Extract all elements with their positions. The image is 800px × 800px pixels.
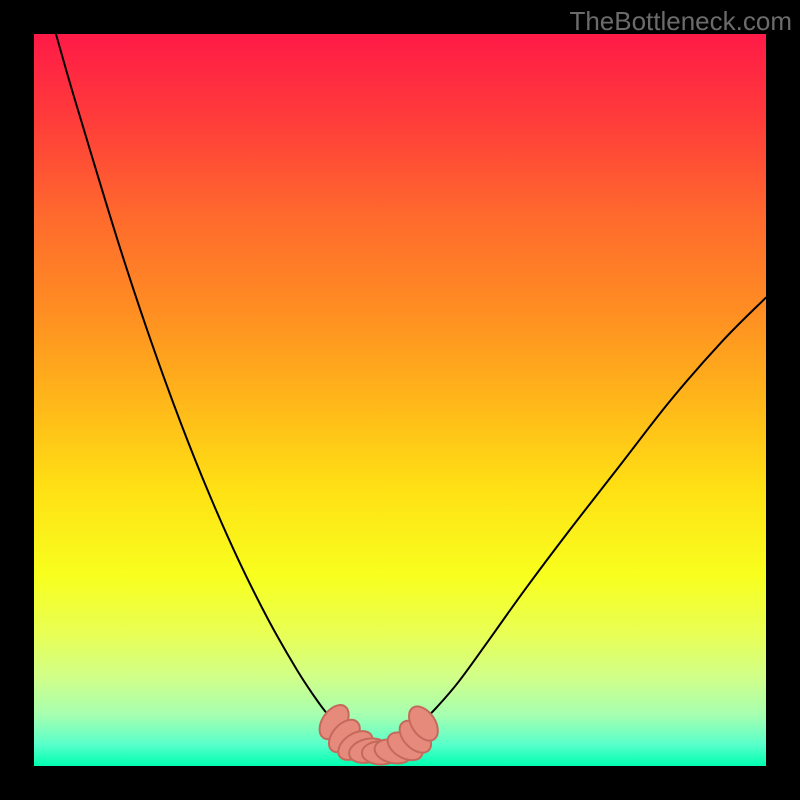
gradient-background <box>34 34 766 766</box>
chart-svg <box>34 34 766 766</box>
plot-area <box>34 34 766 766</box>
chart-stage: TheBottleneck.com <box>0 0 800 800</box>
watermark-text: TheBottleneck.com <box>569 6 792 37</box>
